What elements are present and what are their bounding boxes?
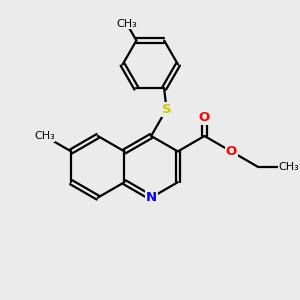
Text: CH₃: CH₃ xyxy=(278,162,299,172)
Text: O: O xyxy=(226,145,237,158)
Text: N: N xyxy=(146,191,157,204)
Text: S: S xyxy=(162,103,171,116)
Text: O: O xyxy=(199,111,210,124)
Text: CH₃: CH₃ xyxy=(34,131,55,141)
Text: CH₃: CH₃ xyxy=(116,19,137,28)
